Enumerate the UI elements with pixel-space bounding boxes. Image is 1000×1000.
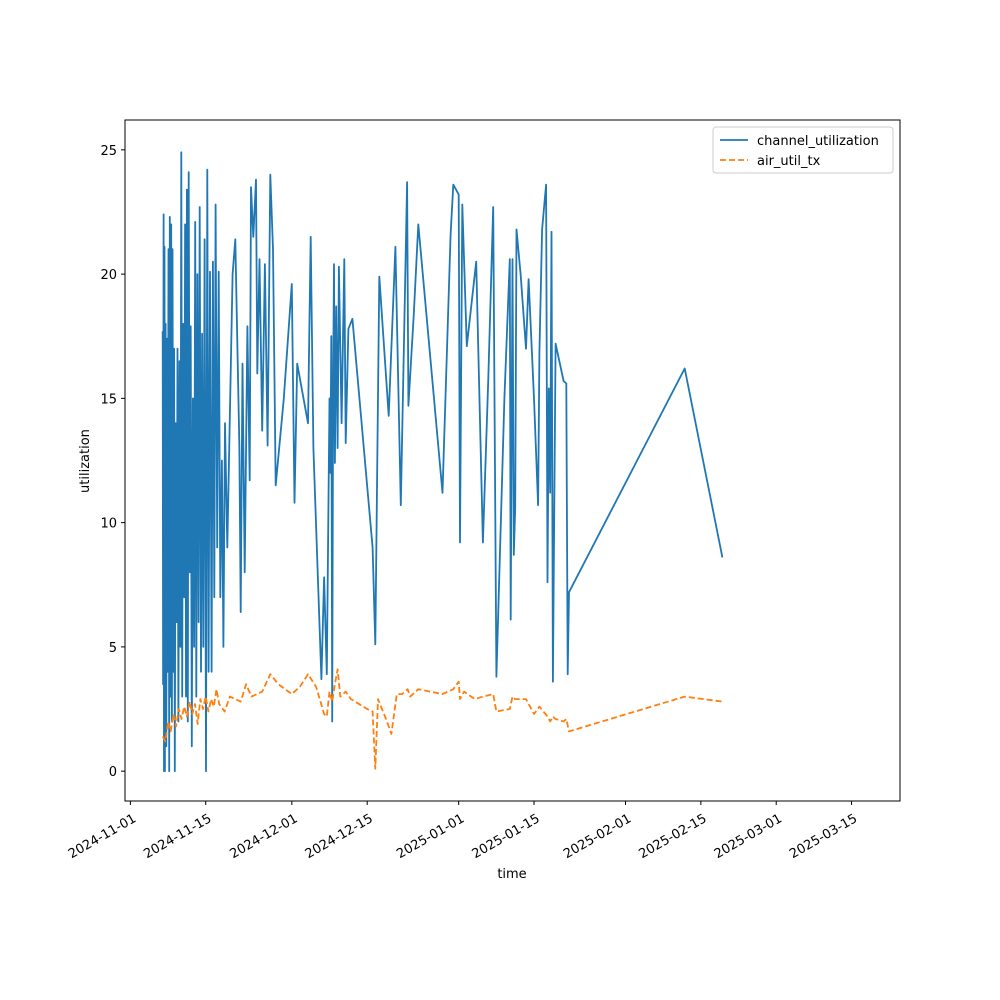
series-line-channel-utilization (161, 151, 724, 773)
legend: channel_utilization air_util_tx (712, 126, 894, 174)
y-tick-label: 10 (100, 517, 117, 532)
y-tick-label: 25 (100, 144, 117, 159)
series-layer (161, 151, 724, 773)
series-line-air-util-tx (161, 668, 723, 770)
y-tick-label: 15 (100, 392, 117, 407)
y-tick-label: 0 (109, 765, 117, 780)
legend-label-air-util-tx: air_util_tx (757, 154, 821, 169)
x-axis-label: time (497, 867, 526, 882)
y-axis: 0 5 10 15 20 25 (100, 144, 125, 780)
y-tick-label: 5 (109, 641, 117, 656)
plot-frame (124, 119, 901, 802)
legend-box (712, 126, 894, 174)
y-tick-label: 20 (100, 268, 117, 283)
y-axis-label: utilization (78, 429, 93, 493)
legend-label-channel-utilization: channel_utilization (757, 134, 879, 149)
